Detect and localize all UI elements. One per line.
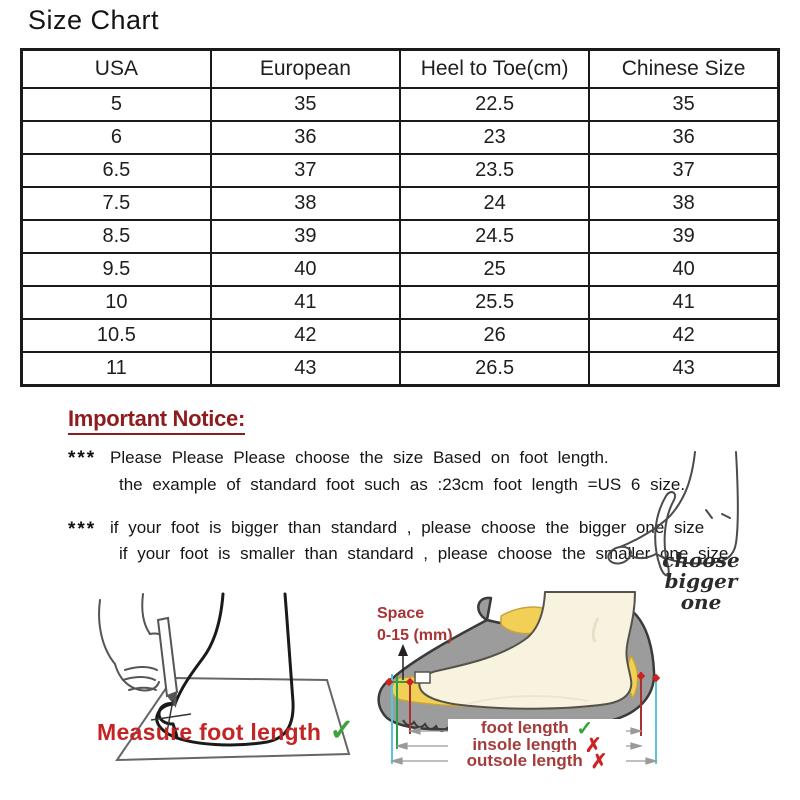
col-header-european: European — [209, 48, 402, 89]
size-cell: 43 — [588, 351, 780, 387]
size-cell: 40 — [588, 252, 780, 287]
table-row: 8.5 39 24.5 39 — [20, 219, 780, 254]
size-cell: 23.5 — [398, 153, 591, 188]
foot-in-shoe — [418, 591, 636, 710]
sole-tread — [402, 719, 459, 734]
foot-length-label: foot length ✓ — [448, 718, 626, 739]
insole-length-text: insole length — [472, 735, 578, 754]
notice-item-foot-length: *** Please Please Please choose the size… — [68, 444, 685, 498]
notice-line: if your foot is bigger than standard , p… — [110, 518, 705, 537]
table-row: 5 35 22.5 35 — [20, 87, 780, 122]
check-icon: ✓ — [576, 718, 594, 740]
choose-bigger-one-caption: choose bigger one — [662, 548, 740, 614]
space-label: Space 0-15 (mm) — [377, 603, 453, 647]
outsole-length-label: outsole length ✗ — [448, 751, 626, 772]
size-cell: 35 — [588, 87, 780, 122]
toe-space-notch — [414, 671, 431, 684]
notice-heading: Important Notice: — [68, 406, 245, 435]
size-cell: 25.5 — [398, 285, 591, 320]
size-cell: 39 — [588, 219, 780, 254]
size-cell: 43 — [209, 351, 402, 387]
size-cell: 6 — [20, 120, 212, 155]
size-cell: 6.5 — [20, 153, 212, 188]
page-title: Size Chart — [28, 5, 160, 35]
col-header-heel-to-toe: Heel to Toe(cm) — [398, 48, 591, 89]
size-cell: 7.5 — [20, 186, 212, 221]
size-cell: 41 — [588, 285, 780, 320]
notice-line: Please Please Please choose the size Bas… — [110, 448, 609, 467]
foot-tracing-illustration — [98, 592, 351, 762]
size-cell: 11 — [20, 351, 212, 387]
table-row: 7.5 38 24 38 — [20, 186, 780, 221]
size-cell: 26.5 — [398, 351, 591, 387]
size-cell: 10 — [20, 285, 212, 320]
size-cell: 9.5 — [20, 252, 212, 287]
hand-with-pencil — [98, 593, 179, 708]
size-cell: 10.5 — [20, 318, 212, 353]
space-arrow-icon — [398, 644, 408, 680]
measurement-verticals — [391, 672, 657, 764]
size-cell: 40 — [209, 252, 402, 287]
trace-cross-mark — [150, 699, 192, 733]
insole-length-label: insole length ✗ — [448, 735, 626, 756]
arch-shading — [467, 695, 589, 705]
table-row: 10 41 25.5 41 — [20, 285, 780, 320]
size-cell: 37 — [209, 153, 402, 188]
col-header-usa: USA — [20, 48, 212, 89]
table-row: 6 36 23 36 — [20, 120, 780, 155]
size-cell: 42 — [588, 318, 780, 353]
measure-foot-length-caption: Measure foot length ✓ — [97, 714, 355, 750]
size-cell: 37 — [588, 153, 780, 188]
cross-icon: ✗ — [590, 751, 608, 773]
space-label-line2: 0-15 (mm) — [377, 627, 453, 644]
shoe-cross-section-illustration — [377, 591, 661, 765]
size-cell: 24.5 — [398, 219, 591, 254]
size-cell: 38 — [588, 186, 780, 221]
foot-measuring-tape-sketch — [607, 451, 739, 577]
size-cell: 36 — [209, 120, 402, 155]
asterisk-bullet-icon: *** — [68, 519, 97, 540]
table-row: 11 43 26.5 43 — [20, 351, 780, 387]
table-row: 9.5 40 25 40 — [20, 252, 780, 287]
asterisk-bullet-icon: *** — [68, 448, 97, 469]
size-cell: 41 — [209, 285, 402, 320]
table-row: 10.5 42 26 42 — [20, 318, 780, 353]
foot-outline — [155, 592, 295, 747]
size-cell: 24 — [398, 186, 591, 221]
table-header-row: USA European Heel to Toe(cm) Chinese Siz… — [20, 48, 780, 89]
size-cell: 35 — [209, 87, 402, 122]
size-cell: 42 — [209, 318, 402, 353]
notice-item-bigger-smaller: *** if your foot is bigger than standard… — [68, 515, 728, 567]
size-cell: 5 — [20, 87, 212, 122]
leg-highlight — [591, 617, 600, 643]
size-cell: 38 — [209, 186, 402, 221]
foot-length-text: foot length — [480, 718, 569, 737]
size-cell: 26 — [398, 318, 591, 353]
notice-line: the example of standard foot such as :23… — [119, 475, 686, 494]
outsole-length-text: outsole length — [466, 751, 583, 770]
size-cell: 8.5 — [20, 219, 212, 254]
cross-icon: ✗ — [584, 735, 602, 757]
notice-line: if your foot is smaller than standard , … — [119, 544, 729, 563]
col-header-chinese-size: Chinese Size — [588, 48, 780, 89]
measure-caption-text: Measure foot length — [97, 719, 322, 745]
size-cell: 39 — [209, 219, 402, 254]
size-cell: 22.5 — [398, 87, 591, 122]
size-chart-table: USA European Heel to Toe(cm) Chinese Siz… — [20, 48, 780, 387]
table-row: 6.5 37 23.5 37 — [20, 153, 780, 188]
size-cell: 23 — [398, 120, 591, 155]
space-label-line1: Space — [377, 605, 425, 622]
size-cell: 36 — [588, 120, 780, 155]
check-icon: ✓ — [329, 714, 355, 747]
size-cell: 25 — [398, 252, 591, 287]
